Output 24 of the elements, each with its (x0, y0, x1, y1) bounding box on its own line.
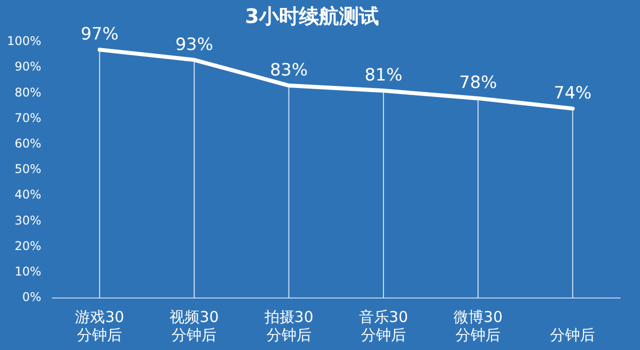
y-tick-label: 50% (14, 162, 42, 176)
y-tick-label: 60% (14, 136, 42, 151)
data-label: 97% (80, 24, 119, 45)
chart-title: 3小时续航测试 (245, 4, 379, 28)
x-tick-label: 音乐30 分钟后 (358, 308, 408, 344)
y-tick-label: 80% (14, 85, 42, 100)
data-label: 78% (459, 73, 497, 94)
data-label: 83% (270, 60, 308, 80)
data-label: 93% (175, 34, 214, 55)
x-tick-label: 视频30 分钟后 (170, 308, 219, 344)
data-label: 81% (364, 66, 402, 86)
y-tick-label: 90% (14, 60, 42, 74)
y-tick-label: 30% (14, 213, 42, 228)
x-tick-label: 分钟后 (550, 326, 596, 344)
x-tick-label: 游戏30 分钟后 (75, 308, 124, 344)
y-tick-label: 10% (14, 264, 42, 279)
y-tick-label: 70% (14, 110, 42, 125)
y-tick-label: 100% (6, 34, 42, 48)
x-tick-label: 微博30 分钟后 (454, 308, 503, 344)
y-tick-label: 40% (14, 188, 42, 202)
y-tick-label: 20% (14, 238, 42, 253)
x-tick-label: 拍摄30 分钟后 (263, 308, 314, 344)
data-label: 74% (554, 83, 592, 104)
y-tick-label: 0% (22, 290, 42, 304)
